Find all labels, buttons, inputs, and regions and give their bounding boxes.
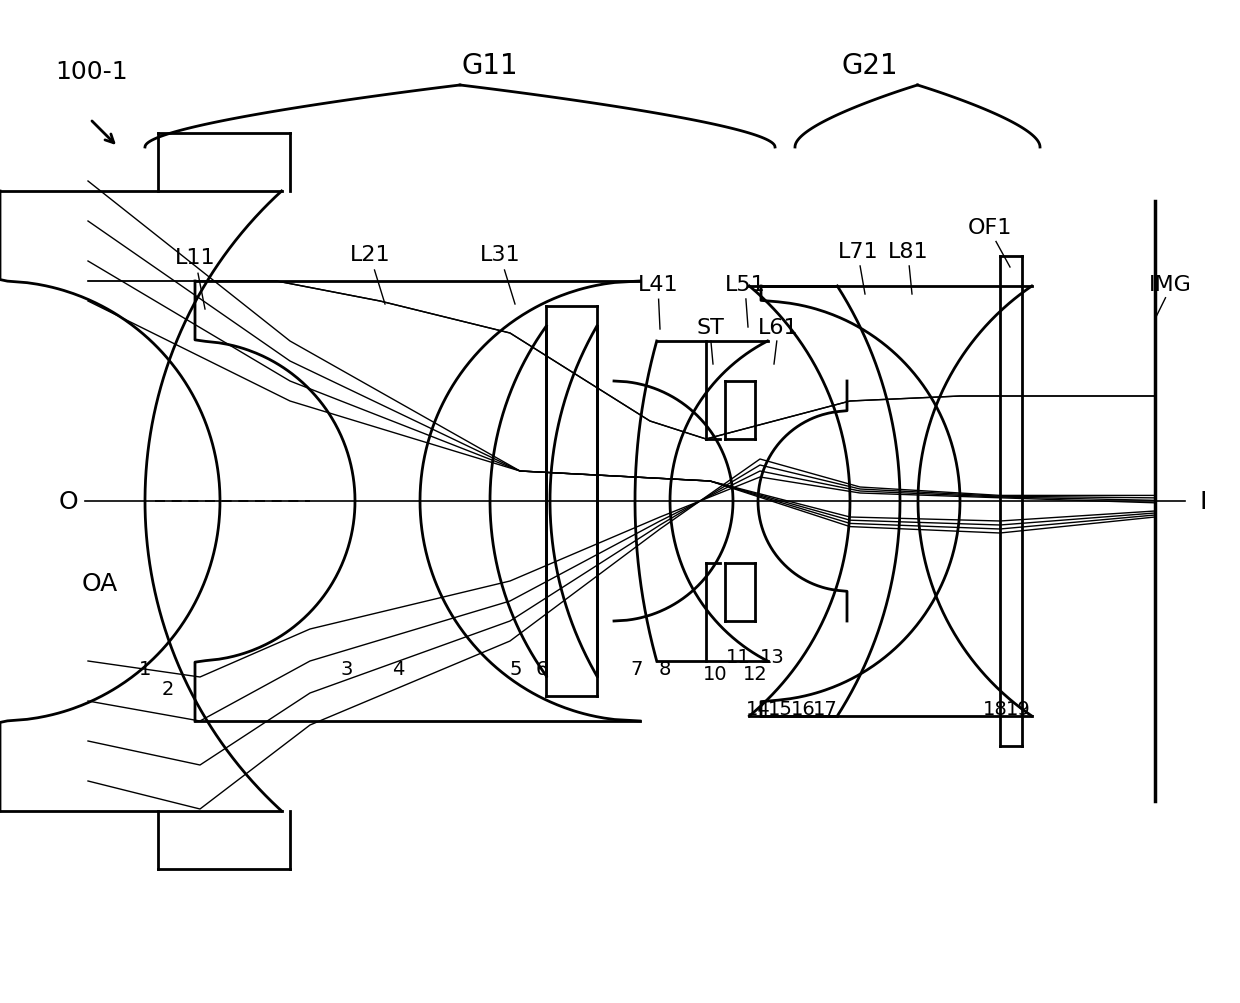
Text: L11: L11	[175, 248, 216, 268]
Text: 10: 10	[703, 664, 728, 683]
Text: 1: 1	[139, 659, 151, 678]
Text: G11: G11	[461, 52, 518, 80]
Text: L31: L31	[480, 245, 521, 265]
Text: 7: 7	[631, 659, 644, 678]
Text: 6: 6	[536, 659, 548, 678]
Text: 16: 16	[791, 699, 816, 718]
Text: 4: 4	[392, 659, 404, 678]
Text: ST: ST	[696, 318, 724, 338]
Text: L71: L71	[838, 242, 878, 262]
Text: L21: L21	[350, 245, 391, 265]
Text: OA: OA	[82, 572, 118, 596]
Text: L61: L61	[758, 318, 799, 338]
Text: 5: 5	[510, 659, 522, 678]
Text: L81: L81	[888, 242, 929, 262]
Text: L51: L51	[724, 275, 765, 295]
Text: 3: 3	[341, 659, 353, 678]
Text: 100-1: 100-1	[55, 60, 128, 84]
Text: 15: 15	[768, 699, 792, 718]
Text: O: O	[58, 489, 78, 514]
Text: 14: 14	[745, 699, 770, 718]
Text: 2: 2	[161, 679, 174, 698]
Text: 17: 17	[812, 699, 837, 718]
Text: OF1: OF1	[967, 218, 1012, 238]
Text: 11: 11	[725, 647, 750, 666]
Text: 12: 12	[743, 664, 768, 683]
Text: L41: L41	[637, 275, 678, 295]
Text: 19: 19	[1006, 699, 1030, 718]
Text: I: I	[1200, 489, 1208, 514]
Text: G21: G21	[842, 52, 898, 80]
Text: 18: 18	[982, 699, 1007, 718]
Text: IMG: IMG	[1148, 275, 1192, 295]
Text: 8: 8	[658, 659, 671, 678]
Text: 13: 13	[760, 647, 785, 666]
